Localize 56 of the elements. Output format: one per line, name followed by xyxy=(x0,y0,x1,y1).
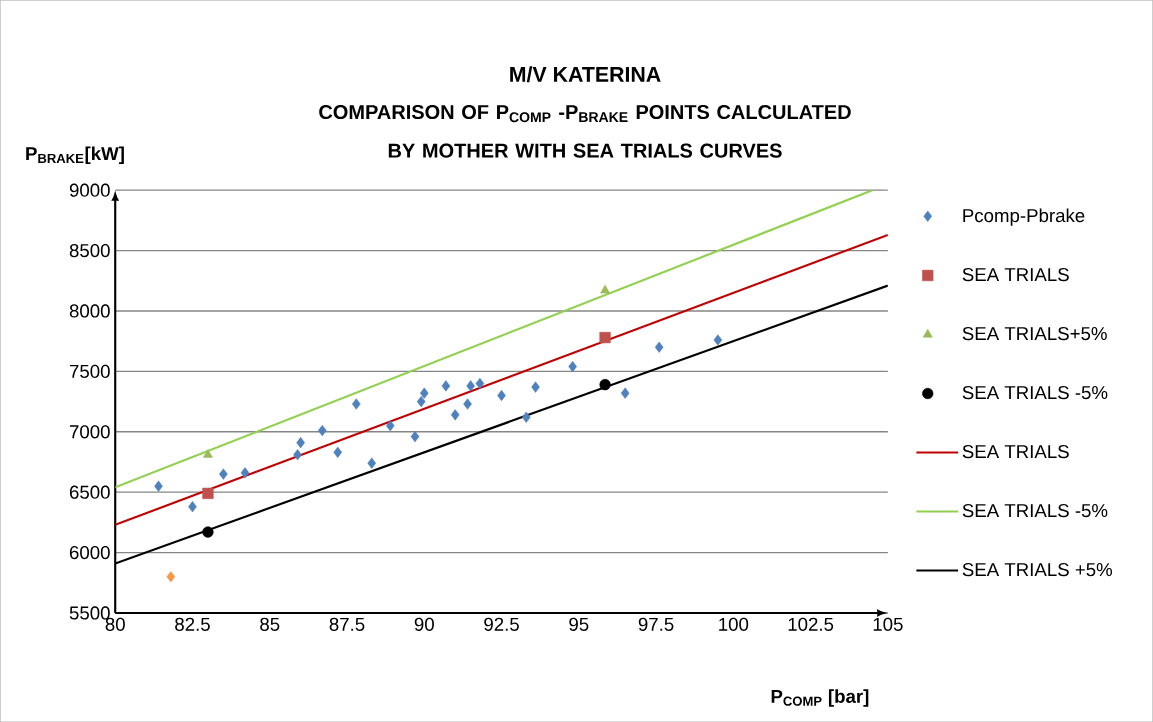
point xyxy=(166,571,176,583)
legend-label: SEA TRIALS -5% xyxy=(962,503,1108,518)
legend-label: SEA TRIALS xyxy=(962,444,1069,459)
point xyxy=(420,387,429,399)
point xyxy=(522,411,531,423)
x-tick-label: 95 xyxy=(569,617,589,631)
point xyxy=(219,468,228,480)
point xyxy=(450,409,460,421)
chart-title: M/V KATERINA xyxy=(510,66,661,83)
x-tick-label: 97.5 xyxy=(638,617,674,631)
point xyxy=(600,284,610,294)
point xyxy=(531,381,540,393)
legend-label: Pcomp-Pbrake xyxy=(963,208,1085,226)
point xyxy=(599,331,611,344)
x-tick-label: 85 xyxy=(260,617,280,631)
y-tick-label: 7000 xyxy=(69,425,110,439)
x-tick-label: 90 xyxy=(414,617,434,631)
point xyxy=(333,446,343,458)
text: COMPARISON OF P$_{COMP}$ -P$_{BRAKE}$ POINTS CALCULATED BY MOTHER WITH SEA TRIALS CURVES xyxy=(319,104,851,158)
point xyxy=(240,467,250,479)
point xyxy=(154,480,163,492)
x-tick-label: 100 xyxy=(719,617,749,631)
point xyxy=(441,380,451,392)
point xyxy=(293,449,302,461)
y-tick-label: 9000 xyxy=(69,183,110,197)
point xyxy=(713,334,723,346)
point xyxy=(352,398,361,410)
point xyxy=(202,526,214,538)
point xyxy=(367,457,376,469)
point xyxy=(386,420,395,432)
point xyxy=(202,487,214,499)
y-tick-label: 8000 xyxy=(69,304,110,318)
x-tick-label: 82.5 xyxy=(175,617,210,631)
point xyxy=(203,449,213,458)
legend-label: SEA TRIALS -5% xyxy=(962,385,1108,400)
x-tick-label: 105 xyxy=(873,617,903,631)
point xyxy=(410,430,420,443)
point xyxy=(620,387,630,399)
y-tick-label: 6500 xyxy=(69,485,110,499)
x-tick-label: 92.5 xyxy=(484,617,519,631)
point xyxy=(475,377,485,389)
point xyxy=(599,378,611,391)
x-tick-label: 102.5 xyxy=(788,617,834,631)
point xyxy=(416,395,426,408)
y-tick-label: 6000 xyxy=(69,545,110,560)
x-tick-label: 87.5 xyxy=(329,617,365,631)
point xyxy=(654,341,664,353)
y-tick-label: 8500 xyxy=(69,243,110,258)
legend-label: SEA TRIALS +5% xyxy=(962,562,1113,577)
legend-label: SEA TRIALS xyxy=(962,267,1069,282)
y-tick-label: 7500 xyxy=(69,364,110,378)
y-axis-title: P$_{BRAKE}$[kW] xyxy=(26,146,124,164)
x-axis-title: P$_{COMP}$ [bar] xyxy=(771,689,869,707)
legend-label: SEA TRIALS+5% xyxy=(962,326,1107,341)
point xyxy=(466,380,475,392)
point xyxy=(463,398,472,410)
